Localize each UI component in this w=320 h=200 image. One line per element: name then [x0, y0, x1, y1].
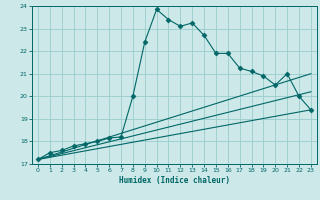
X-axis label: Humidex (Indice chaleur): Humidex (Indice chaleur) [119, 176, 230, 185]
